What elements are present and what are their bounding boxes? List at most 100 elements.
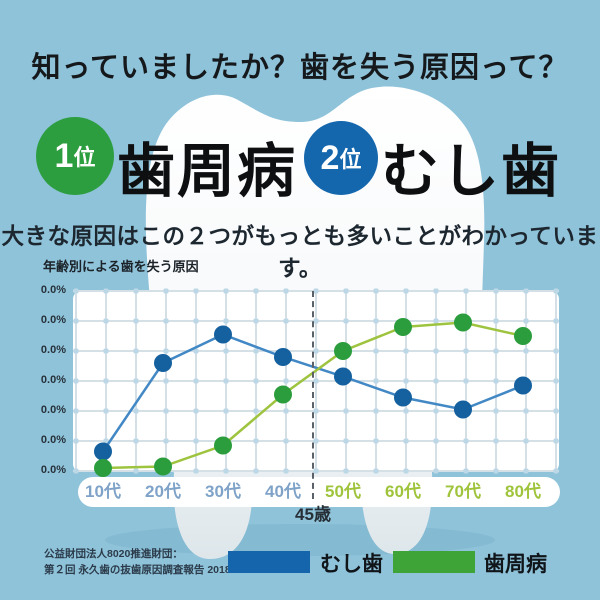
grid-dot: [133, 438, 139, 444]
grid-dot: [433, 318, 439, 324]
grid-dot: [313, 288, 319, 294]
data-point-むし歯-60代: [394, 388, 412, 407]
grid-dot: [253, 468, 259, 474]
grid-dot: [403, 378, 409, 384]
grid-dot: [133, 288, 139, 294]
grid-dot: [493, 348, 499, 354]
grid-dot: [133, 468, 139, 474]
grid-dot: [373, 378, 379, 384]
grid-dot: [283, 468, 289, 474]
x-tick-label-40代: 40代: [265, 482, 301, 501]
y-tick-label: 0.0%: [40, 284, 66, 296]
grid-dot: [433, 378, 439, 384]
data-point-むし歯-20代: [154, 354, 172, 372]
grid-dot: [163, 288, 169, 294]
grid-dot: [163, 318, 169, 324]
grid-dot: [193, 288, 199, 294]
grid-dot: [193, 408, 199, 414]
grid-dot: [103, 318, 109, 324]
grid-dot: [373, 318, 379, 324]
data-point-歯周病-10代: [94, 459, 112, 477]
grid-dot: [223, 378, 229, 384]
grid-dot: [283, 408, 289, 414]
x-tick-label-80代: 80代: [505, 482, 541, 501]
x-tick-label-60代: 60代: [385, 482, 421, 501]
grid-dot: [523, 318, 529, 324]
grid-dot: [73, 468, 79, 474]
age-45-annotation: 45歳: [295, 505, 331, 524]
grid-dot: [223, 348, 229, 354]
chart-title: 年齢別による歯を失う原因: [43, 259, 199, 274]
grid-dot: [313, 438, 319, 444]
grid-dot: [283, 288, 289, 294]
grid-dot: [73, 438, 79, 444]
grid-dot: [133, 318, 139, 324]
grid-dot: [103, 288, 109, 294]
grid-dot: [253, 348, 259, 354]
grid-dot: [553, 348, 559, 354]
grid-dot: [433, 468, 439, 474]
rank-2-label: むし歯: [381, 139, 562, 204]
data-point-歯周病-30代: [214, 436, 232, 455]
y-tick-label: 0.0%: [40, 314, 66, 326]
grid-dot: [403, 288, 409, 294]
grid-dot: [223, 468, 229, 474]
data-point-むし歯-70代: [454, 400, 472, 419]
grid-dot: [463, 438, 469, 444]
page-title: 知っていましたか？歯を失う原因って？: [31, 52, 569, 84]
grid-dot: [553, 318, 559, 324]
grid-dot: [163, 408, 169, 414]
grid-dot: [403, 348, 409, 354]
grid-dot: [313, 378, 319, 384]
chart-x-axis: 10代 20代 30代 40代 50代 60代 70代 80代: [78, 477, 560, 507]
grid-dot: [523, 288, 529, 294]
y-tick-label: 0.0%: [40, 344, 66, 356]
grid-dot: [553, 438, 559, 444]
grid-dot: [313, 468, 319, 474]
grid-dot: [373, 468, 379, 474]
rank-2-suffix: 位: [339, 147, 362, 172]
x-tick-label-50代: 50代: [325, 482, 361, 501]
grid-dot: [223, 408, 229, 414]
legend-swatch-shishubyo: [393, 551, 475, 573]
x-tick-label-20代: 20代: [145, 482, 181, 501]
grid-dot: [73, 288, 79, 294]
grid-dot: [343, 408, 349, 414]
grid-dot: [133, 408, 139, 414]
data-point-むし歯-40代: [274, 348, 292, 366]
grid-dot: [463, 378, 469, 384]
grid-dot: [283, 378, 289, 384]
grid-dot: [433, 348, 439, 354]
grid-dot: [313, 408, 319, 414]
grid-dot: [553, 288, 559, 294]
grid-dot: [433, 408, 439, 414]
data-point-歯周病-40代: [274, 385, 292, 404]
data-point-歯周病-50代: [334, 342, 352, 360]
grid-dot: [313, 348, 319, 354]
grid-dot: [253, 438, 259, 444]
grid-dot: [193, 348, 199, 354]
grid-dot: [253, 378, 259, 384]
grid-dot: [493, 408, 499, 414]
grid-dot: [73, 408, 79, 414]
grid-dot: [163, 348, 169, 354]
grid-dot: [373, 288, 379, 294]
source-line-2: 第２回 永久歯の抜歯原因調査報告 2018: [44, 564, 231, 577]
grid-dot: [553, 468, 559, 474]
grid-dot: [553, 378, 559, 384]
grid-dot: [313, 318, 319, 324]
grid-dot: [523, 468, 529, 474]
chart-plot-area: [73, 288, 559, 477]
rank-2-number: 2: [320, 138, 340, 177]
grid-dot: [163, 438, 169, 444]
data-point-歯周病-80代: [514, 327, 532, 345]
chart-plot: [73, 288, 559, 477]
grid-dot: [103, 348, 109, 354]
grid-dot: [193, 468, 199, 474]
grid-dot: [73, 378, 79, 384]
grid-dot: [73, 318, 79, 324]
y-tick-label: 0.0%: [40, 434, 66, 446]
grid-dot: [523, 408, 529, 414]
